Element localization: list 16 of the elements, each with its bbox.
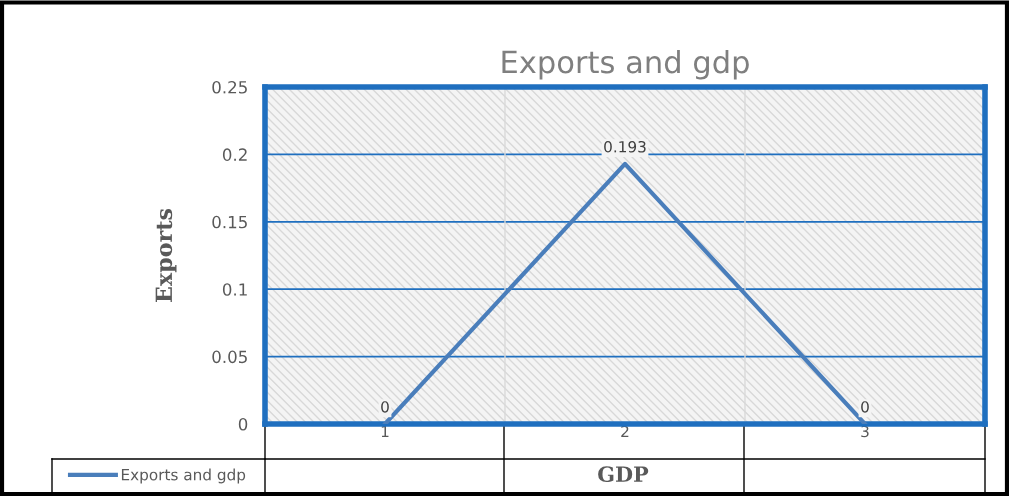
data-label: 0 — [861, 401, 869, 413]
data-label: 0.193 — [604, 140, 646, 153]
chart-title: Exports and gdp — [502, 49, 749, 80]
x-axis-title: GDP — [598, 466, 649, 483]
x-tick-label: 2 — [621, 425, 629, 437]
y-tick-label: 0 — [238, 417, 248, 431]
y-tick-label: 0.1 — [222, 283, 247, 296]
y-tick-label: 0.2 — [222, 148, 247, 161]
x-tick-label: 3 — [861, 425, 869, 438]
y-tick-label: 0.25 — [212, 80, 247, 94]
x-tick-label: 1 — [381, 425, 389, 437]
y-tick-label: 0.05 — [212, 350, 247, 364]
data-label: 0 — [381, 401, 389, 413]
y-axis-title: Exports — [155, 208, 177, 302]
legend-label: Exports and gdp — [121, 468, 246, 484]
y-tick-label: 0.15 — [212, 215, 247, 229]
